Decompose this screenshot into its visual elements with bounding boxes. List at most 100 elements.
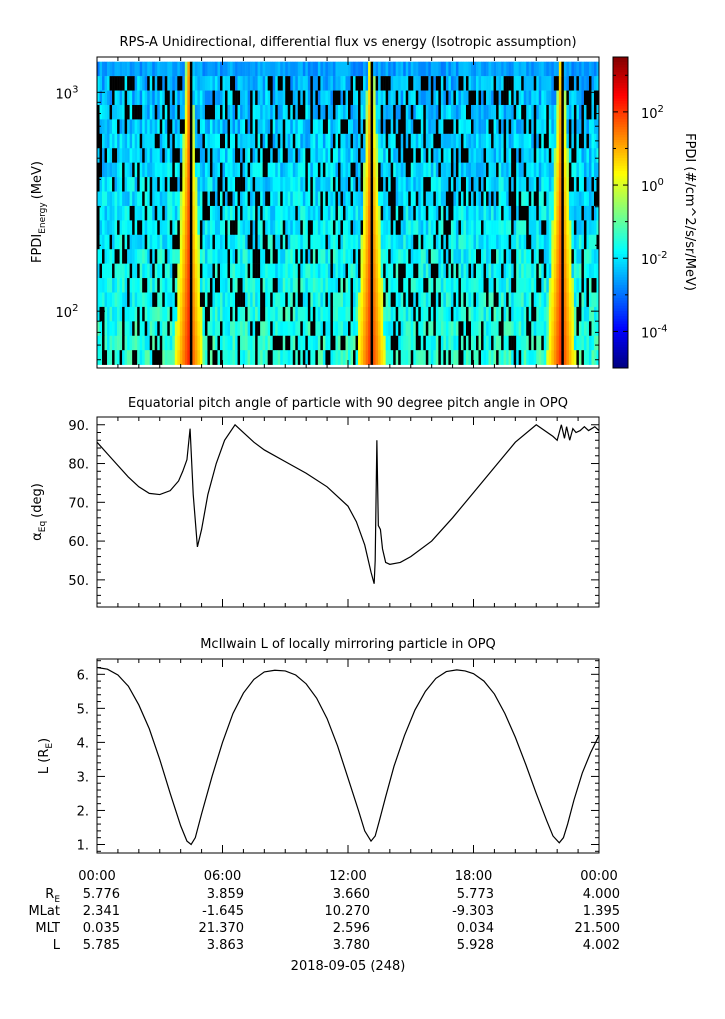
heatmap-cell (214, 133, 218, 149)
heatmap-cell (405, 133, 409, 149)
heatmap-cell (385, 191, 389, 207)
heatmap-cell (470, 90, 474, 106)
heatmap-cell (250, 61, 253, 77)
heatmap-cell (470, 148, 474, 163)
heatmap-cell (199, 205, 203, 221)
heatmap-cell (478, 148, 482, 163)
heatmap-cell (109, 90, 113, 106)
heatmap-cell (508, 205, 512, 221)
heatmap-cell (217, 76, 221, 91)
heatmap-cell (237, 263, 241, 279)
heatmap-cell (563, 104, 567, 120)
heatmap-cell (460, 119, 464, 135)
colorbar-segment (613, 241, 628, 244)
heatmap-cell (581, 177, 585, 192)
heatmap-cell (142, 61, 145, 77)
heatmap-cell (448, 263, 452, 279)
heatmap-cell (385, 162, 389, 178)
heatmap-cell (493, 90, 497, 106)
ephemeris-value: 3.660 (333, 887, 370, 902)
heatmap-cell (342, 234, 346, 250)
heatmap-cell (250, 292, 253, 308)
heatmap-cell (358, 335, 361, 351)
heatmap-cell (513, 292, 517, 308)
heatmap-cell (137, 234, 140, 250)
heatmap-cell (468, 306, 472, 322)
heatmap-cell (551, 249, 555, 264)
heatmap-cell (556, 162, 560, 178)
heatmap-cell (496, 76, 499, 91)
heatmap-cell (373, 177, 376, 192)
heatmap-cell (460, 191, 464, 207)
heatmap-cell (365, 234, 369, 250)
heatmap-cell (169, 321, 173, 337)
heatmap-cell (593, 104, 597, 120)
heatmap-cell (468, 234, 472, 250)
heatmap-cell (99, 90, 103, 106)
heatmap-cell (300, 278, 304, 293)
heatmap-cell (152, 350, 156, 365)
heatmap-cell (285, 350, 289, 365)
heatmap-cell (109, 205, 113, 221)
heatmap-cell (561, 234, 565, 250)
heatmap-cell (287, 335, 291, 351)
heatmap-cell (488, 148, 492, 163)
heatmap-cell (538, 162, 542, 178)
heatmap-cell (282, 306, 286, 322)
heatmap-cell (418, 350, 422, 365)
heatmap-cell (209, 162, 213, 178)
heatmap-cell (127, 278, 130, 293)
heatmap-cell (330, 148, 334, 163)
heatmap-cell (240, 205, 243, 221)
heatmap-cell (292, 76, 296, 91)
heatmap-cell (134, 205, 138, 221)
mcilwain-series-line (96, 666, 600, 846)
heatmap-cell (262, 205, 266, 221)
heatmap-cell (342, 350, 346, 365)
heatmap-cell (290, 220, 294, 236)
heatmap-cell (408, 350, 412, 365)
heatmap-cell (247, 119, 251, 135)
heatmap-cell (558, 76, 562, 91)
heatmap-cell (430, 90, 434, 106)
heatmap-cell (202, 249, 206, 264)
heatmap-cell (355, 148, 359, 163)
heatmap-cell (277, 76, 281, 91)
heatmap-cell (167, 177, 171, 192)
heatmap-cell (307, 292, 311, 308)
heatmap-cell (418, 205, 422, 221)
heatmap-cell (486, 263, 489, 279)
heatmap-cell (230, 177, 233, 192)
heatmap-cell (465, 292, 469, 308)
heatmap-cell (488, 104, 492, 120)
y-tick-label: 80. (68, 458, 89, 473)
heatmap-cell (486, 191, 489, 207)
heatmap-cell (473, 119, 477, 135)
heatmap-cell (104, 119, 108, 135)
heatmap-cell (164, 133, 168, 149)
heatmap-cell (420, 278, 424, 293)
heatmap-cell (465, 234, 469, 250)
heatmap-cell (179, 335, 183, 351)
heatmap-cell (533, 306, 537, 322)
heatmap-cell (518, 234, 522, 250)
heatmap-cell (543, 220, 547, 236)
heatmap-cell (322, 321, 326, 337)
heatmap-cell (576, 306, 580, 322)
heatmap-cell (212, 292, 216, 308)
heatmap-cell (127, 76, 130, 91)
heatmap-cell (496, 292, 499, 308)
heatmap-cell (169, 162, 173, 178)
heatmap-cell (548, 292, 552, 308)
heatmap-cell (204, 249, 208, 264)
heatmap-cell (408, 335, 412, 351)
heatmap-cell (566, 278, 570, 293)
heatmap-cell (275, 191, 279, 207)
colorbar-segment (613, 228, 628, 232)
heatmap-cell (194, 76, 198, 91)
heatmap-cell (169, 90, 173, 106)
heatmap-cell (272, 205, 276, 221)
heatmap-cell (142, 205, 145, 221)
heatmap-cell (365, 249, 369, 264)
heatmap-cell (237, 249, 241, 264)
